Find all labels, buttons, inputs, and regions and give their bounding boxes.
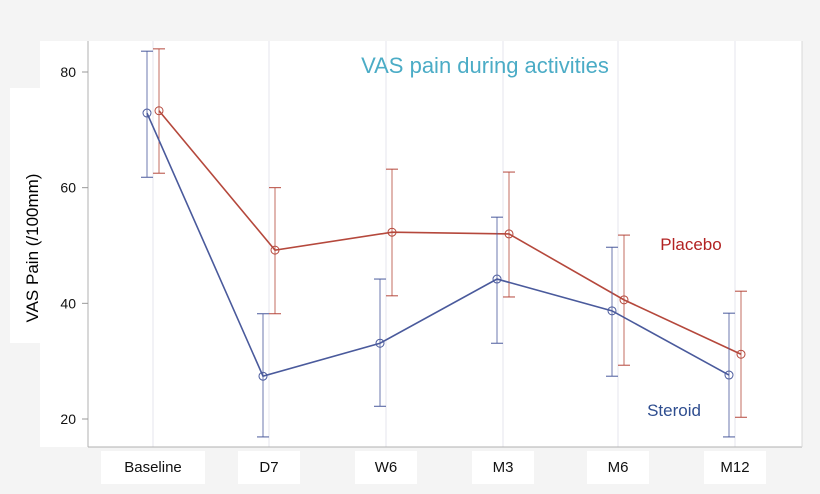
x-tick-label: M6: [608, 459, 629, 476]
x-tick-label: M3: [493, 459, 514, 476]
y-tick-label: 40: [60, 295, 76, 311]
y-ticks: 20 40 60 80: [40, 41, 88, 447]
series-placebo: [153, 48, 747, 418]
x-ticks: Baseline D7 W6 M3 M6 M12: [101, 451, 766, 484]
series-steroid: [141, 50, 735, 438]
series-label-placebo: Placebo: [660, 235, 721, 254]
series-label-steroid: Steroid: [647, 401, 701, 420]
data-point: [142, 108, 152, 118]
x-tick-label-background: [101, 451, 205, 484]
y-tick-background: [40, 41, 87, 447]
x-tick-label: D7: [259, 459, 278, 476]
data-point: [736, 349, 746, 359]
grid: [152, 41, 736, 447]
series-line: [146, 112, 730, 378]
x-tick-label: M12: [720, 459, 749, 476]
series-layer: [141, 48, 747, 438]
y-tick-label: 80: [60, 64, 76, 80]
x-tick-label: Baseline: [124, 459, 182, 476]
y-axis-label: VAS Pain (/100mm): [23, 174, 42, 323]
data-point: [724, 370, 734, 380]
x-tick-label-background: [587, 451, 649, 484]
data-point: [619, 295, 629, 305]
data-point: [375, 338, 385, 348]
x-tick-label-background: [472, 451, 534, 484]
chart-title: VAS pain during activities: [361, 53, 609, 78]
y-tick-label: 20: [60, 411, 76, 427]
series-line: [158, 110, 742, 355]
x-tick-label-background: [704, 451, 766, 484]
data-point: [154, 106, 164, 116]
data-point: [387, 227, 397, 237]
y-tick-label: 60: [60, 180, 76, 196]
x-tick-label-background: [355, 451, 417, 484]
x-tick-label-background: [238, 451, 300, 484]
data-point: [607, 306, 617, 316]
data-point: [504, 229, 514, 239]
ylabel-background: [10, 88, 40, 343]
data-point: [492, 274, 502, 284]
data-point: [258, 371, 268, 381]
x-tick-label: W6: [375, 459, 398, 476]
data-point: [270, 245, 280, 255]
plot-background: [40, 41, 802, 447]
